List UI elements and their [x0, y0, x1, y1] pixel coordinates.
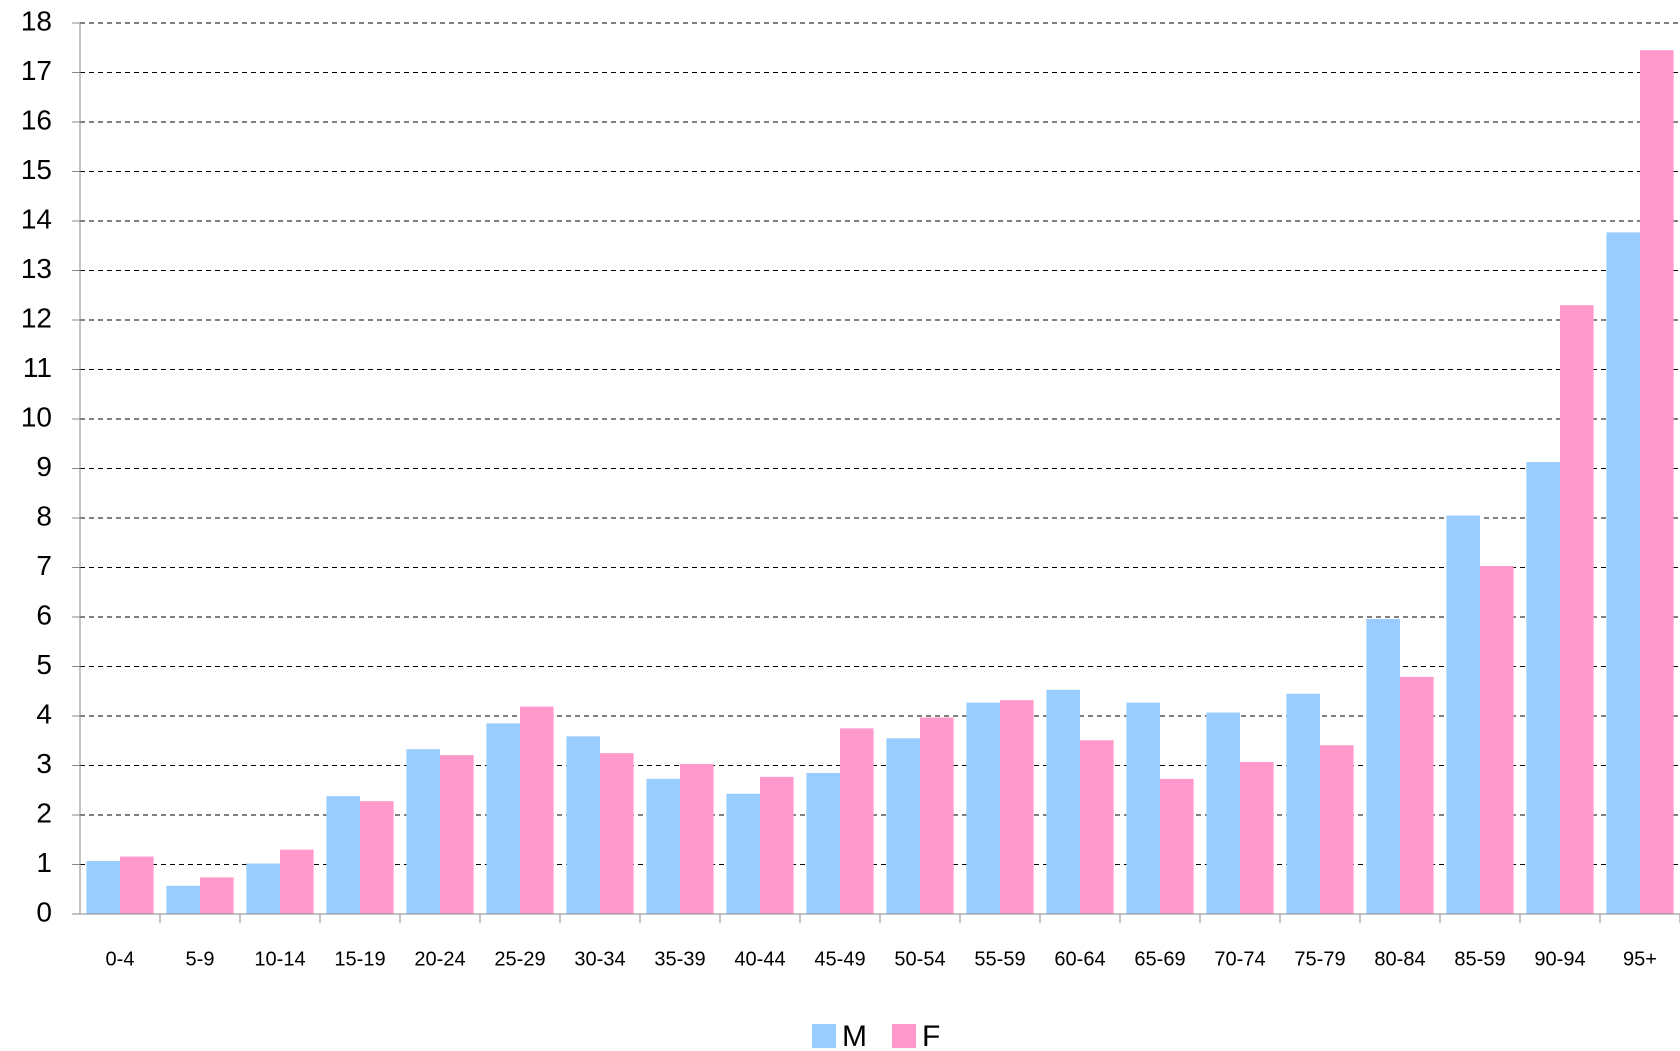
x-tick-label: 20-24 [414, 948, 465, 970]
legend-swatch [812, 1024, 836, 1048]
y-tick-label: 17 [21, 55, 52, 86]
bar [1526, 462, 1560, 914]
x-tick-label: 70-74 [1214, 948, 1265, 970]
y-tick-label: 4 [36, 698, 52, 729]
bar [1240, 762, 1274, 914]
x-tick-label: 45-49 [814, 948, 865, 970]
bar [120, 856, 154, 914]
bar [760, 776, 794, 914]
bar [646, 778, 680, 914]
y-tick-label: 7 [36, 550, 52, 581]
bar [1400, 676, 1434, 914]
x-tick-label: 40-44 [734, 948, 785, 970]
y-tick-label: 1 [36, 847, 52, 878]
bar [520, 706, 554, 914]
x-tick-label: 25-29 [494, 948, 545, 970]
bar [566, 736, 600, 914]
y-tick-label: 8 [36, 500, 52, 531]
bar [840, 728, 874, 914]
y-tick-label: 2 [36, 797, 52, 828]
bar [1286, 693, 1320, 914]
bar [360, 801, 394, 914]
bar [966, 702, 1000, 914]
x-tick-label: 60-64 [1054, 948, 1105, 970]
bar [1000, 700, 1034, 914]
bar [806, 772, 840, 914]
bar [1480, 566, 1514, 914]
y-tick-label: 10 [21, 401, 52, 432]
bar [440, 755, 474, 914]
legend-label: M [842, 1020, 867, 1051]
bar [920, 717, 954, 914]
legend-label: F [922, 1020, 940, 1051]
bar [1320, 745, 1354, 914]
bar [246, 863, 280, 914]
legend-swatch [892, 1024, 916, 1048]
y-tick-label: 15 [21, 154, 52, 185]
bar [1126, 702, 1160, 914]
bar [726, 793, 760, 914]
bar [326, 796, 360, 914]
bar [680, 764, 714, 914]
y-tick-label: 13 [21, 253, 52, 284]
bar [1160, 778, 1194, 914]
bar [600, 753, 634, 914]
x-tick-label: 15-19 [334, 948, 385, 970]
x-tick-label: 30-34 [574, 948, 625, 970]
y-tick-label: 0 [36, 896, 52, 927]
bar [200, 877, 234, 914]
x-tick-label: 90-94 [1534, 948, 1585, 970]
bar [166, 885, 200, 914]
bar [1606, 232, 1640, 914]
bar [1366, 618, 1400, 914]
y-tick-label: 12 [21, 302, 52, 333]
x-tick-label: 35-39 [654, 948, 705, 970]
bar [406, 749, 440, 914]
bar [280, 849, 314, 914]
x-tick-label: 0-4 [106, 948, 135, 970]
bar [1560, 305, 1594, 914]
y-tick-label: 9 [36, 451, 52, 482]
x-tick-label: 75-79 [1294, 948, 1345, 970]
x-tick-label: 80-84 [1374, 948, 1425, 970]
x-tick-label: 5-9 [186, 948, 215, 970]
bar [1206, 712, 1240, 914]
y-tick-label: 18 [21, 5, 52, 36]
bar [1046, 689, 1080, 914]
x-tick-label: 95+ [1623, 948, 1657, 970]
y-tick-label: 14 [21, 203, 52, 234]
y-tick-label: 11 [23, 352, 52, 383]
y-tick-label: 3 [36, 748, 52, 779]
x-tick-label: 85-59 [1454, 948, 1505, 970]
y-tick-label: 6 [36, 599, 52, 630]
bar [1446, 515, 1480, 914]
bar [1080, 740, 1114, 914]
x-tick-label: 50-54 [894, 948, 945, 970]
x-tick-label: 65-69 [1134, 948, 1185, 970]
x-tick-label: 10-14 [254, 948, 305, 970]
y-tick-label: 5 [36, 649, 52, 680]
bar [486, 723, 520, 914]
y-tick-label: 16 [21, 104, 52, 135]
bar [1640, 50, 1674, 915]
x-tick-label: 55-59 [974, 948, 1025, 970]
bar [886, 738, 920, 914]
bar [86, 861, 120, 914]
